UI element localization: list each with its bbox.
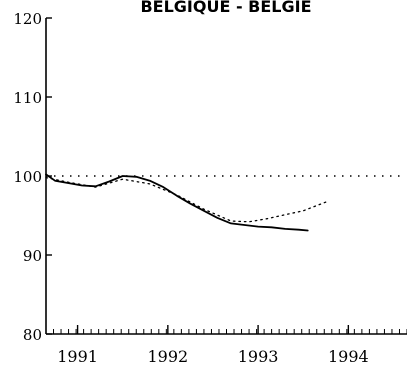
tick-labels: 80 90 100 110 120 1991 1992 1993 1994 <box>13 10 368 366</box>
y-tick-label: 90 <box>23 247 42 265</box>
x-tick-label: 1994 <box>328 347 369 366</box>
x-tick-label: 1993 <box>238 347 279 366</box>
axes <box>45 18 407 335</box>
y-tick-label: 80 <box>23 326 42 344</box>
y-tick-label: 100 <box>13 168 42 186</box>
y-tick-label: 120 <box>13 10 42 28</box>
series-line-dotted <box>45 176 327 223</box>
ticks <box>45 17 407 335</box>
x-tick-label: 1991 <box>57 347 98 366</box>
x-tick-label: 1992 <box>147 347 188 366</box>
series-line-solid <box>45 173 309 232</box>
chart-title: BELGIQUE - BELGIE <box>140 0 311 16</box>
series-group <box>45 173 401 232</box>
y-tick-label: 110 <box>13 89 42 107</box>
